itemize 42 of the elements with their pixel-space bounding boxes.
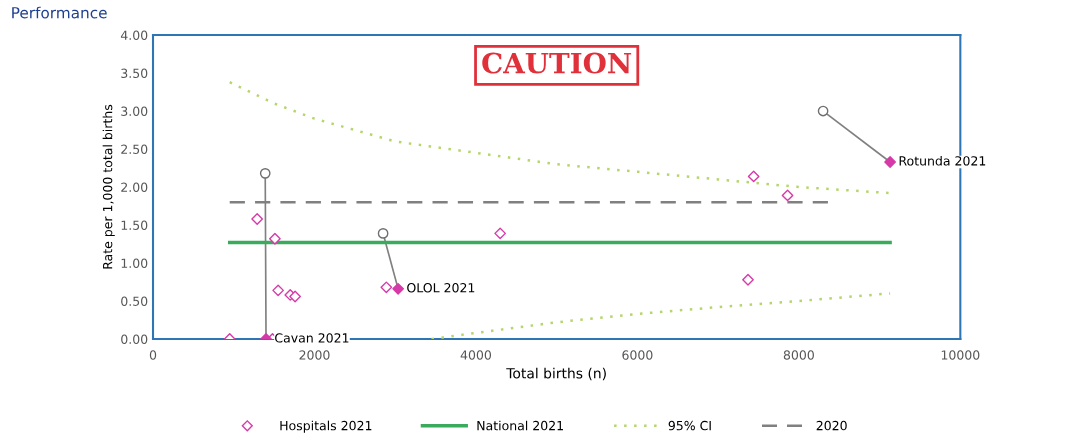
- x-tick-label: 0: [149, 350, 157, 360]
- x-tick-label: 2000: [299, 350, 330, 360]
- annotation: Rotunda 2021: [899, 155, 986, 166]
- point: [817, 105, 829, 117]
- y-tick-label: 2.00: [121, 182, 148, 192]
- legend-label: 2020: [816, 420, 847, 431]
- chart-title: Performance: [12, 6, 107, 19]
- y-tick-label: 0.50: [121, 296, 148, 306]
- y-tick-label: 4.00: [120, 30, 148, 40]
- annotation: Cavan 2021: [275, 333, 349, 343]
- point: [884, 156, 896, 168]
- point: [380, 281, 393, 294]
- y-tick-label: 1.00: [121, 258, 148, 268]
- point: [494, 227, 507, 240]
- point: [259, 168, 271, 179]
- point: [392, 282, 405, 295]
- point: [272, 284, 285, 297]
- line-series: [228, 80, 892, 195]
- y-tick-label: 0.00: [121, 334, 148, 344]
- point: [251, 213, 264, 225]
- point: [742, 273, 754, 286]
- point: [289, 290, 301, 303]
- x-tick-label: 10000: [941, 350, 980, 360]
- point: [377, 228, 389, 239]
- y-tick-label: 3.50: [121, 68, 148, 78]
- line-series: [430, 292, 892, 339]
- y-tick-label: 1.50: [121, 220, 148, 230]
- x-axis-title: Total births (n): [506, 367, 606, 381]
- x-tick-label: 6000: [622, 350, 653, 360]
- y-axis-title: Rate per 1,000 total births: [102, 104, 115, 269]
- x-tick-label: 8000: [783, 350, 814, 360]
- annotation: OLOL 2021: [407, 283, 475, 293]
- point: [781, 189, 794, 202]
- legend-label: 95% CI: [668, 420, 711, 431]
- legend-label: Hospitals 2021: [280, 420, 372, 433]
- y-tick-label: 2.50: [121, 144, 148, 154]
- legend-label: National 2021: [477, 420, 563, 431]
- x-tick-label: 4000: [460, 350, 492, 360]
- point: [747, 170, 760, 183]
- point: [269, 232, 281, 245]
- y-tick-label: 3.00: [121, 106, 148, 116]
- annotation: CAUTION: [482, 52, 632, 74]
